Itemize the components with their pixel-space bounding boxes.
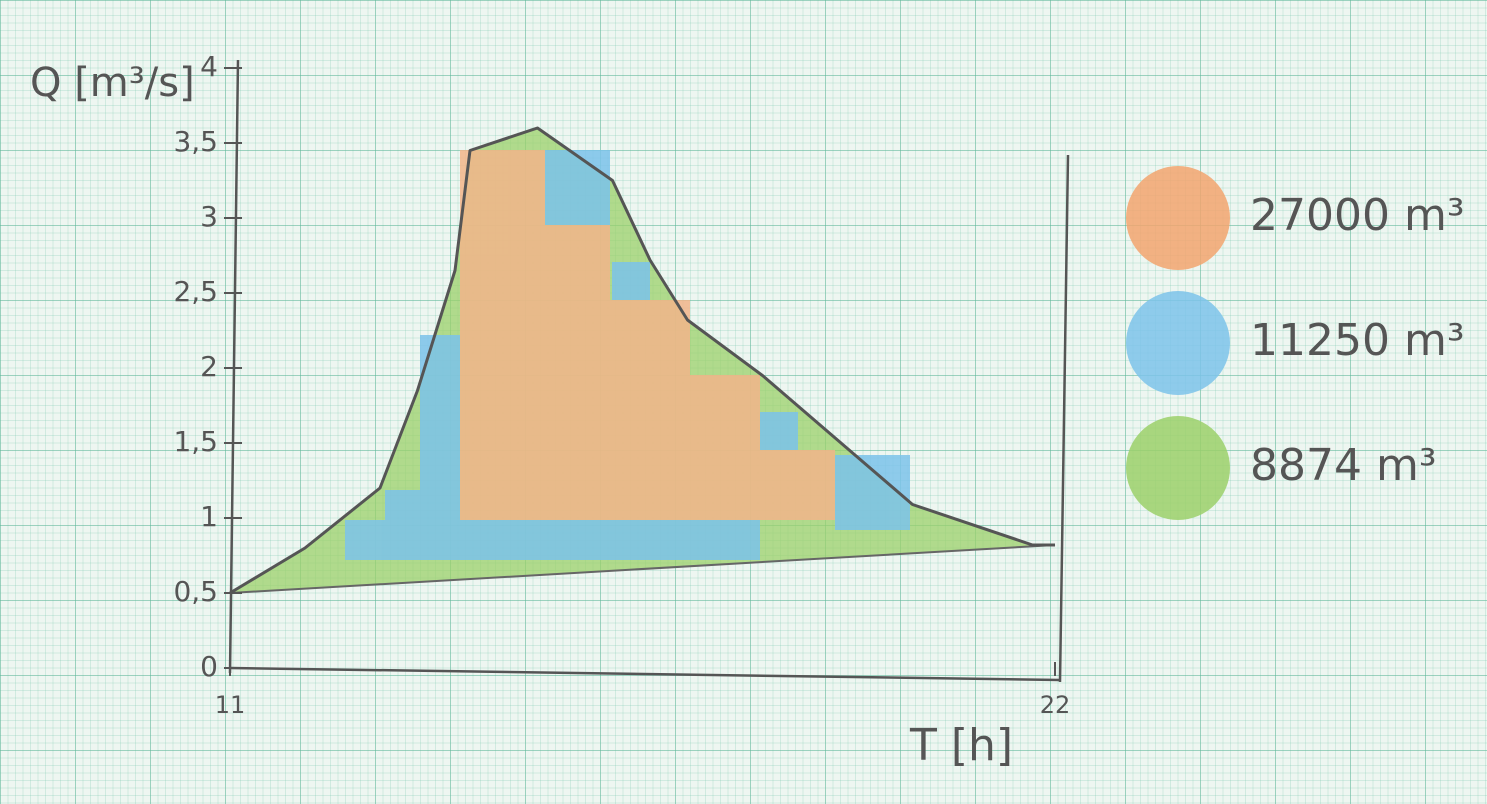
hydrograph-line [229,126,1055,595]
orange-cells [610,300,690,520]
y-tick-label: 1,5 [173,425,218,458]
orange-cells [690,375,760,520]
blue-cells [385,490,420,520]
blue-cells [345,520,760,560]
x-axis-label: T [h] [909,720,1013,771]
y-tick-label: 1 [200,500,218,533]
orange-cells [545,225,610,520]
y-tick-label: 0,5 [173,575,218,608]
blue-cells [545,150,610,225]
legend-label: 11250 m³ [1250,315,1464,366]
orange-cells [460,150,545,520]
blue-cells [612,262,650,300]
legend-label: 8874 m³ [1250,440,1436,491]
legend-swatch [1126,416,1230,520]
y-axis-label: Q [m³/s] [30,60,195,106]
y-tick-label: 4 [200,50,218,83]
y-axis [228,59,240,674]
orange-cells [760,450,835,520]
y-tick-label: 2 [200,350,218,383]
x-tick-label: 11 [215,691,246,719]
x-tick-label: 22 [1040,691,1071,719]
right-border [1058,154,1070,683]
colored-cells [345,150,910,560]
legend-label: 27000 m³ [1250,190,1464,241]
y-tick-label: 2,5 [173,275,218,308]
y-tick-label: 3,5 [173,125,218,158]
y-tick-label: 3 [200,200,218,233]
y-tick-label: 0 [200,650,218,683]
legend-swatch [1126,166,1230,270]
legend-swatch [1126,291,1230,395]
baseline [229,544,1056,594]
blue-cells [760,412,798,450]
x-axis [229,666,1061,682]
